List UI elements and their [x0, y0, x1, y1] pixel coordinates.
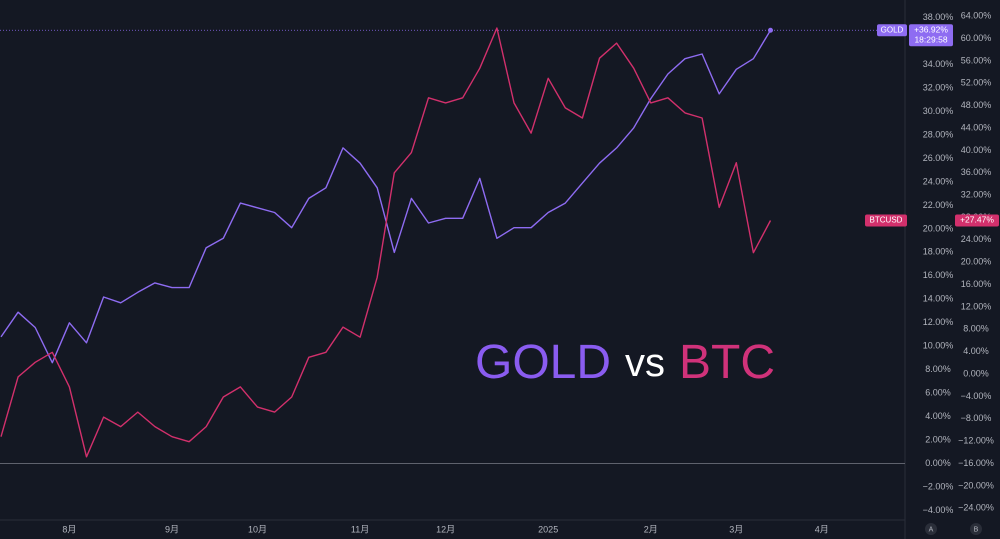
y2-tick-label: 44.00%	[961, 122, 992, 132]
y-tick-label: 34.00%	[923, 59, 954, 69]
y-tick-label: 38.00%	[923, 12, 954, 22]
axis-button-label: B	[974, 526, 979, 533]
value-tag	[955, 214, 999, 227]
x-tick-label: 11月	[351, 524, 369, 534]
y2-tick-label: −24.00%	[958, 503, 994, 513]
x-tick-label: 4月	[815, 524, 829, 534]
axis-button	[925, 523, 937, 535]
y-tick-label: −2.00%	[923, 482, 954, 492]
axis-button	[970, 523, 982, 535]
y-tick-label: 2.00%	[925, 435, 951, 445]
y2-tick-label: 8.00%	[963, 324, 989, 334]
series-tag-label: GOLD	[881, 25, 904, 34]
y-tick-label: 24.00%	[923, 176, 954, 186]
y-tick-label: 10.00%	[923, 341, 954, 351]
y-tick-label: 20.00%	[923, 223, 954, 233]
series-line	[0, 27, 772, 458]
x-tick-label: 12月	[436, 524, 455, 534]
y2-tick-label: 48.00%	[961, 100, 992, 110]
y-tick-label: 28.00%	[923, 129, 954, 139]
x-tick-label: 2025	[538, 524, 558, 534]
y-tick-label: 22.00%	[923, 200, 954, 210]
y2-tick-label: 24.00%	[961, 234, 992, 244]
series-tag	[877, 24, 907, 37]
y2-tick-label: 40.00%	[961, 145, 992, 155]
y-tick-label: 30.00%	[923, 106, 954, 116]
value-tag	[909, 24, 953, 47]
y2-tick-label: 0.00%	[963, 368, 989, 378]
y2-tick-label: 36.00%	[961, 167, 992, 177]
title-word: GOLD	[475, 336, 611, 389]
axis-button-label: A	[929, 526, 934, 533]
y-tick-label: 4.00%	[925, 411, 951, 421]
title-word: vs	[625, 341, 665, 385]
y2-tick-label: 52.00%	[961, 78, 992, 88]
countdown: 18:29:58	[914, 35, 947, 45]
x-tick-label: 3月	[729, 524, 743, 534]
y2-tick-label: −16.00%	[958, 458, 994, 468]
y2-tick-label: 20.00%	[961, 257, 992, 267]
value-tag-label: +36.92%	[914, 25, 948, 35]
y-tick-label: 16.00%	[923, 270, 954, 280]
y2-tick-label: 32.00%	[961, 190, 992, 200]
y2-tick-label: −8.00%	[961, 413, 992, 423]
y-tick-label: 8.00%	[925, 364, 951, 374]
value-tag-label: +27.47%	[960, 215, 994, 225]
y-tick-label: 32.00%	[923, 82, 954, 92]
last-point	[768, 27, 773, 33]
y-tick-label: 12.00%	[923, 317, 954, 327]
y2-tick-label: 12.00%	[961, 301, 992, 311]
series-line	[0, 29, 772, 364]
y2-tick-label: 16.00%	[961, 279, 992, 289]
x-tick-label: 8月	[62, 524, 76, 534]
y-tick-label: 26.00%	[923, 153, 954, 163]
y-tick-label: −4.00%	[923, 505, 954, 515]
y2-tick-label: 56.00%	[961, 55, 992, 65]
y-tick-label: 6.00%	[925, 388, 951, 398]
x-tick-label: 9月	[165, 524, 179, 534]
x-tick-label: 10月	[248, 524, 267, 534]
y2-tick-label: 60.00%	[961, 33, 992, 43]
series-tag-label: BTCUSD	[870, 216, 903, 225]
y-tick-label: 14.00%	[923, 294, 954, 304]
y2-tick-label: −12.00%	[958, 436, 994, 446]
chart-title: GOLD vs BTC	[475, 336, 775, 389]
x-tick-label: 2月	[644, 524, 658, 534]
y2-tick-label: −4.00%	[961, 391, 992, 401]
y2-tick-label: 4.00%	[963, 346, 989, 356]
y-tick-label: 18.00%	[923, 247, 954, 257]
y2-tick-label: 64.00%	[961, 11, 992, 21]
y-tick-label: 0.00%	[925, 458, 951, 468]
title-word: BTC	[679, 336, 775, 389]
y2-tick-label: −20.00%	[958, 480, 994, 490]
series-tag	[865, 214, 907, 227]
